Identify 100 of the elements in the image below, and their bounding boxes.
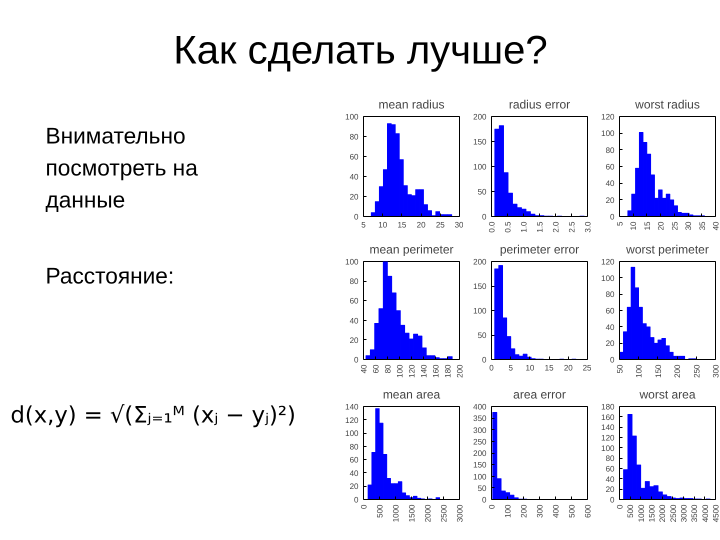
- x-tick-label: 10: [378, 220, 388, 230]
- y-tick-label: 120: [601, 434, 616, 442]
- y-tick-label: 100: [473, 306, 488, 316]
- y-tick-label: 150: [473, 460, 488, 470]
- chart-title: mean radius: [378, 98, 445, 112]
- chart-title: worst perimeter: [625, 242, 709, 256]
- text: Внимательно посмотреть на данные: [46, 122, 198, 212]
- y-tick-label: 40: [606, 322, 616, 332]
- chart-title: worst radius: [634, 98, 700, 112]
- y-tick-label: 20: [350, 336, 360, 345]
- x-tick-label: 200: [520, 504, 528, 518]
- y-tick-label: 40: [606, 474, 616, 484]
- y-tick-label: 350: [473, 414, 488, 424]
- y-tick-label: 200: [473, 258, 488, 266]
- x-tick-label: 500: [626, 504, 636, 518]
- x-tick-label: 100: [634, 364, 644, 378]
- x-tick-label: 15: [642, 220, 652, 230]
- x-tick-label: 2.5: [568, 220, 576, 233]
- y-tick-label: 100: [473, 162, 488, 172]
- y-tick-label: 250: [473, 437, 488, 446]
- x-tick-label: 160: [432, 364, 440, 378]
- x-tick-label: 600: [584, 504, 592, 518]
- x-tick-label: 2500: [668, 504, 678, 522]
- x-tick-label: 35: [698, 220, 707, 230]
- y-tick-label: 20: [606, 339, 616, 348]
- y-tick-label: 100: [345, 258, 360, 266]
- y-tick-label: 60: [350, 296, 360, 306]
- x-tick-label: 2000: [658, 504, 668, 522]
- x-tick-label: 15: [397, 220, 407, 230]
- x-tick-label: 120: [408, 364, 416, 378]
- x-tick-label: 30: [684, 220, 694, 230]
- y-tick-label: 40: [350, 468, 360, 478]
- x-tick-label: 20: [656, 220, 666, 230]
- y-tick-label: 0: [354, 356, 360, 364]
- y-tick-label: 150: [473, 138, 488, 146]
- y-tick-label: 0: [610, 212, 616, 222]
- x-tick-label: 200: [673, 364, 682, 378]
- x-tick-label: 2500: [440, 504, 448, 522]
- y-tick-label: 0: [610, 356, 616, 364]
- chart-title: area error: [513, 388, 566, 402]
- x-tick-label: 80: [384, 364, 392, 374]
- x-tick-label: 400: [552, 504, 560, 518]
- x-tick-label: 10: [629, 220, 638, 230]
- x-tick-label: 4000: [700, 504, 710, 522]
- y-tick-label: 100: [345, 429, 360, 438]
- x-tick-label: 1500: [648, 504, 656, 522]
- y-tick-label: 60: [606, 464, 616, 474]
- y-tick-label: 0: [482, 212, 488, 222]
- y-tick-label: 140: [601, 423, 616, 432]
- y-tick-label: 60: [350, 152, 360, 162]
- y-tick-label: 40: [606, 179, 616, 188]
- y-tick-label: 180: [601, 402, 616, 412]
- x-tick-label: 0: [488, 504, 496, 509]
- text: Как сделать лучше?: [173, 28, 548, 72]
- x-tick-label: 3000: [680, 504, 688, 522]
- x-tick-label: 3.0: [584, 220, 592, 233]
- chart-title: radius error: [508, 98, 570, 112]
- x-tick-label: 1500: [408, 504, 416, 522]
- x-tick-label: 250: [692, 364, 702, 378]
- x-tick-label: 5: [361, 220, 366, 230]
- x-tick-label: 3000: [456, 504, 464, 522]
- y-tick-label: 150: [473, 282, 488, 291]
- y-tick-label: 80: [350, 442, 360, 452]
- x-tick-label: 180: [444, 364, 452, 378]
- y-tick-label: 0: [354, 212, 360, 222]
- x-tick-label: 200: [456, 364, 464, 378]
- x-tick-label: 25: [670, 220, 680, 230]
- y-tick-label: 80: [606, 454, 616, 464]
- x-tick-label: 25: [436, 220, 446, 230]
- y-tick-label: 160: [601, 412, 616, 422]
- x-tick-label: 0: [489, 364, 494, 372]
- y-tick-label: 60: [350, 456, 360, 465]
- y-tick-label: 20: [606, 485, 616, 494]
- x-tick-label: 2000: [424, 504, 432, 522]
- text: Расстояние:: [46, 262, 174, 288]
- x-tick-label: 300: [536, 504, 544, 518]
- y-tick-label: 120: [345, 416, 360, 425]
- y-tick-label: 50: [478, 188, 488, 196]
- x-tick-label: 10: [525, 364, 535, 372]
- y-tick-label: 100: [601, 129, 616, 138]
- y-tick-label: 0: [482, 356, 488, 364]
- y-tick-label: 50: [478, 484, 488, 493]
- x-tick-label: 60: [372, 364, 380, 374]
- y-tick-label: 40: [350, 172, 360, 182]
- x-tick-label: 0: [616, 504, 624, 509]
- y-tick-label: 60: [606, 162, 616, 172]
- x-tick-label: 20: [416, 220, 426, 230]
- x-tick-label: 4500: [712, 504, 720, 522]
- y-tick-label: 100: [601, 274, 616, 283]
- y-tick-label: 20: [606, 196, 616, 205]
- y-tick-label: 100: [601, 444, 616, 453]
- x-tick-label: 2.0: [552, 220, 560, 233]
- chart-title: mean area: [382, 388, 441, 402]
- y-tick-label: 80: [350, 277, 360, 286]
- x-tick-label: 500: [376, 504, 384, 518]
- x-tick-label: 1.5: [536, 220, 544, 233]
- y-tick-label: 20: [350, 192, 360, 202]
- y-tick-label: 80: [606, 290, 616, 300]
- x-tick-label: 1.0: [520, 220, 528, 233]
- y-tick-label: 100: [473, 472, 488, 482]
